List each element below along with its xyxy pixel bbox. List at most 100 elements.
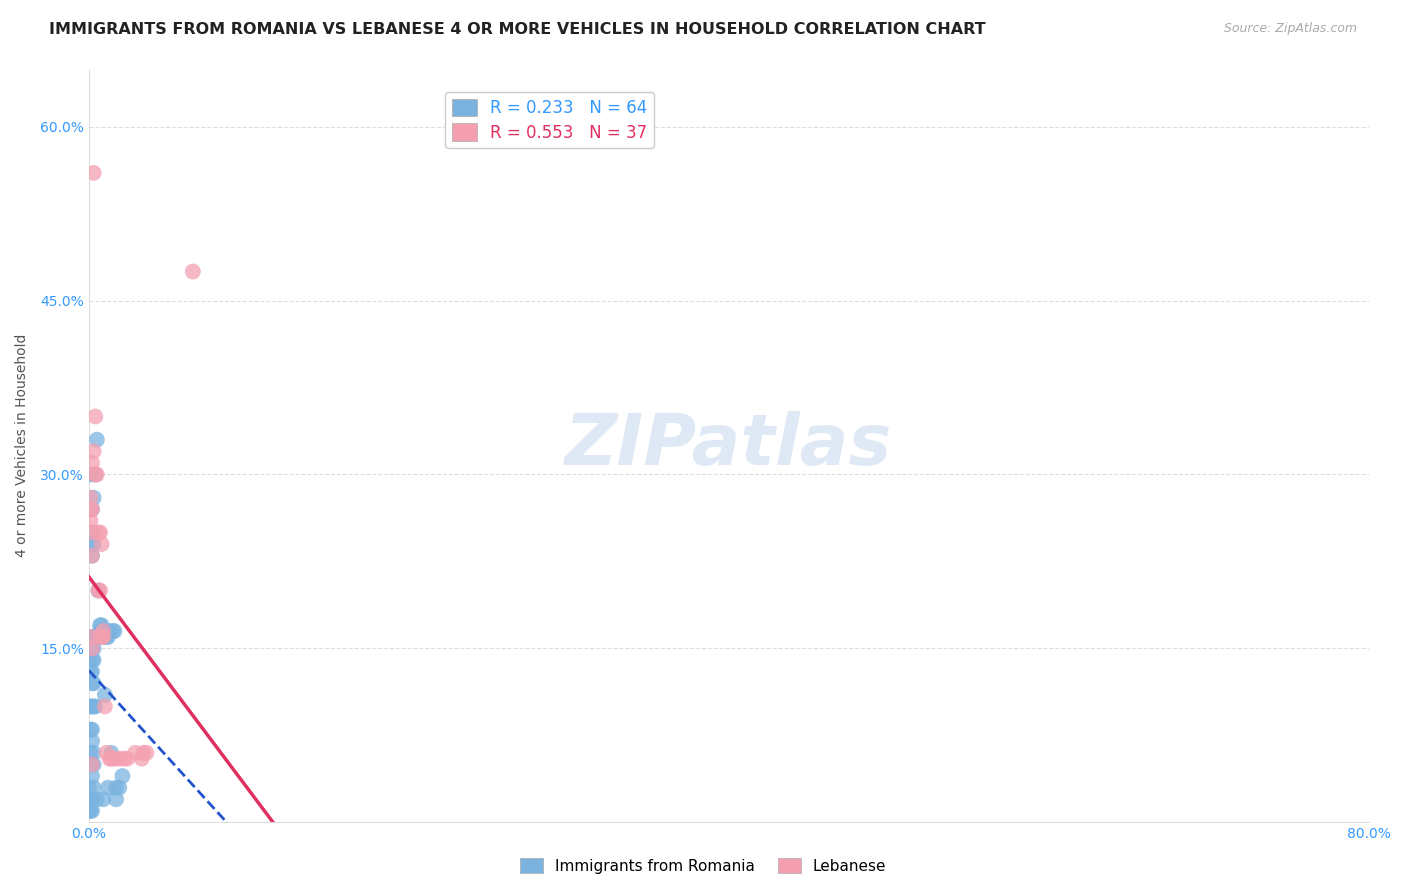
Point [86, 630, 108, 644]
Point [86, 467, 108, 482]
Point [83, 780, 105, 795]
Point [83, 537, 105, 551]
Point [89, 525, 111, 540]
Point [77, 653, 100, 667]
Point [135, 746, 157, 760]
Point [86, 433, 108, 447]
Point [83, 166, 105, 180]
Point [108, 780, 131, 795]
Point [90, 624, 112, 638]
Point [84, 630, 107, 644]
Point [98, 624, 121, 638]
Point [80, 699, 103, 714]
Point [84, 699, 107, 714]
Point [98, 752, 121, 766]
Point [87, 630, 110, 644]
Point [80, 525, 103, 540]
Point [79, 746, 101, 760]
Point [83, 699, 105, 714]
Point [111, 769, 134, 783]
Point [89, 618, 111, 632]
Point [112, 752, 135, 766]
Point [91, 630, 114, 644]
Point [79, 804, 101, 818]
Point [105, 792, 128, 806]
Point [83, 676, 105, 690]
Point [79, 699, 101, 714]
Point [84, 409, 107, 424]
Point [80, 630, 103, 644]
Point [80, 653, 103, 667]
Point [79, 491, 101, 505]
Point [89, 624, 111, 638]
Point [83, 746, 105, 760]
Point [96, 746, 118, 760]
Point [84, 467, 107, 482]
Point [101, 624, 124, 638]
Point [80, 734, 103, 748]
Point [86, 792, 108, 806]
Point [90, 537, 112, 551]
Point [84, 467, 107, 482]
Point [79, 792, 101, 806]
Point [80, 502, 103, 516]
Point [79, 467, 101, 482]
Point [89, 583, 111, 598]
Point [91, 624, 114, 638]
Legend: R = 0.233   N = 64, R = 0.553   N = 37: R = 0.233 N = 64, R = 0.553 N = 37 [446, 92, 654, 148]
Point [94, 688, 117, 702]
Text: ZIPatlas: ZIPatlas [565, 411, 893, 480]
Point [77, 804, 100, 818]
Point [90, 618, 112, 632]
Legend: Immigrants from Romania, Lebanese: Immigrants from Romania, Lebanese [513, 852, 893, 880]
Text: Source: ZipAtlas.com: Source: ZipAtlas.com [1223, 22, 1357, 36]
Point [103, 752, 125, 766]
Point [87, 525, 110, 540]
Point [80, 792, 103, 806]
Point [79, 514, 101, 528]
Point [90, 630, 112, 644]
Point [100, 746, 122, 760]
Point [80, 537, 103, 551]
Point [77, 792, 100, 806]
Point [80, 549, 103, 563]
Point [77, 780, 100, 795]
Point [80, 757, 103, 772]
Point [80, 676, 103, 690]
Point [80, 804, 103, 818]
Point [117, 752, 139, 766]
Point [181, 264, 204, 278]
Point [83, 630, 105, 644]
Point [79, 502, 101, 516]
Point [89, 630, 111, 644]
Point [87, 583, 110, 598]
Point [80, 549, 103, 563]
Point [80, 665, 103, 679]
Point [97, 780, 120, 795]
Point [80, 641, 103, 656]
Point [83, 653, 105, 667]
Point [80, 757, 103, 772]
Point [80, 456, 103, 470]
Point [131, 752, 153, 766]
Point [132, 746, 155, 760]
Point [108, 752, 131, 766]
Point [91, 630, 114, 644]
Point [83, 757, 105, 772]
Text: IMMIGRANTS FROM ROMANIA VS LEBANESE 4 OR MORE VEHICLES IN HOUSEHOLD CORRELATION : IMMIGRANTS FROM ROMANIA VS LEBANESE 4 OR… [49, 22, 986, 37]
Point [94, 630, 117, 644]
Point [80, 641, 103, 656]
Point [96, 630, 118, 644]
Point [100, 752, 122, 766]
Point [97, 630, 120, 644]
Point [105, 780, 128, 795]
Point [80, 769, 103, 783]
Point [80, 502, 103, 516]
Point [83, 491, 105, 505]
Point [79, 723, 101, 737]
Point [80, 723, 103, 737]
Point [87, 583, 110, 598]
Point [83, 641, 105, 656]
Point [80, 525, 103, 540]
Point [124, 746, 146, 760]
